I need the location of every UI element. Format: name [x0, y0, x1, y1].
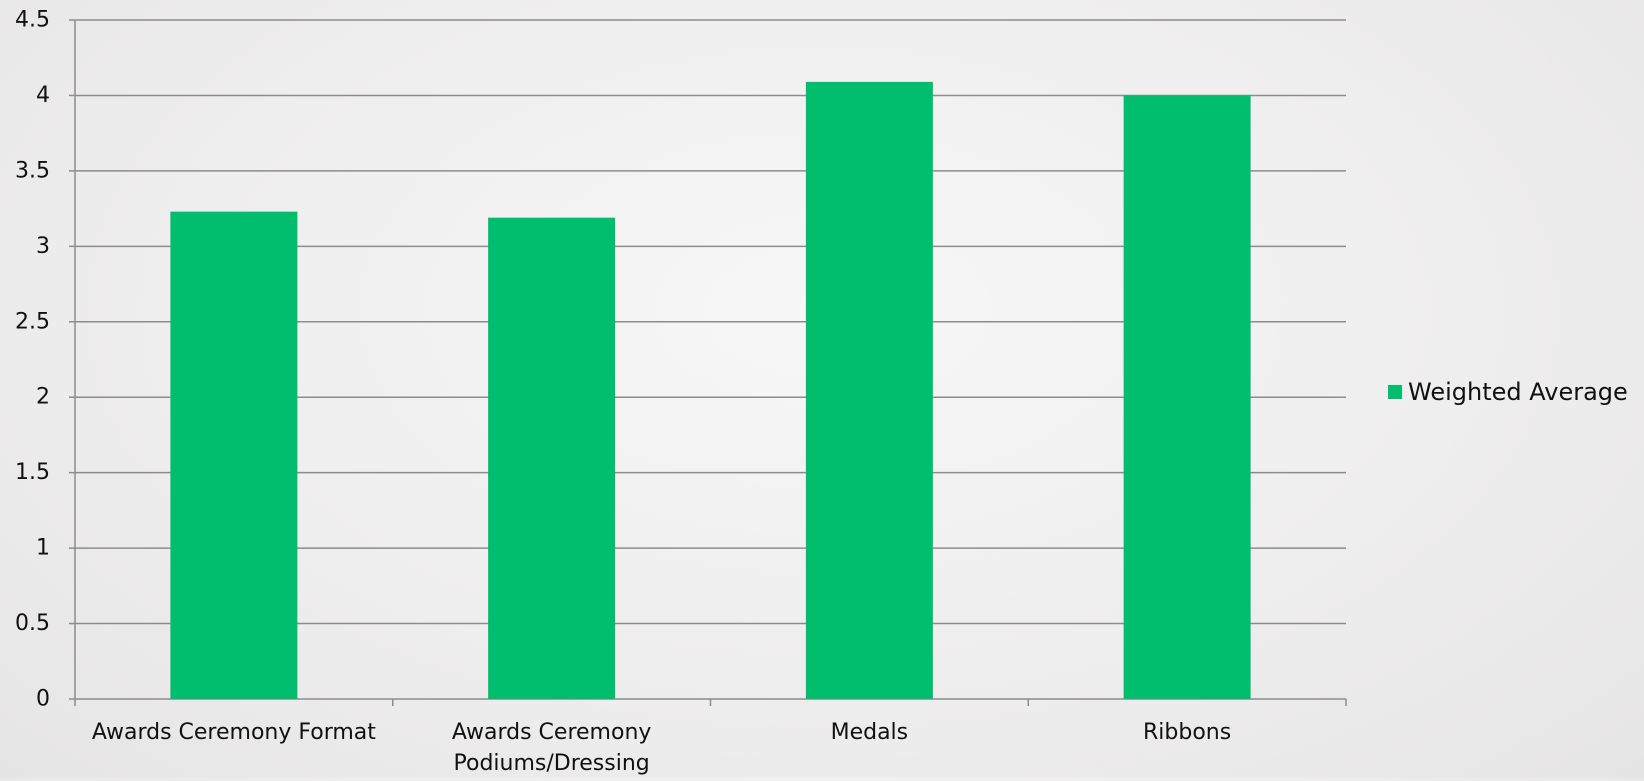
- bar: [805, 81, 933, 699]
- x-tick-label: Ribbons: [1143, 720, 1231, 745]
- y-tick-label: 0.5: [15, 611, 50, 636]
- bar: [170, 211, 298, 699]
- x-tick-label-line: Awards Ceremony: [452, 720, 652, 745]
- y-tick-label: 3: [36, 234, 50, 259]
- x-tick-labels: Awards Ceremony Format Awards Ceremony Pod…: [92, 720, 1231, 776]
- y-tick-label: 4.5: [15, 8, 50, 33]
- bar: [488, 217, 616, 700]
- legend-swatch: [1388, 385, 1402, 399]
- x-tick-label: Awards Ceremony Podiums/Dressing: [452, 720, 652, 776]
- y-tick-label: 4: [36, 83, 50, 108]
- y-tick-labels: 0 0.5 1 1.5 2 2.5 3 3.5 4 4.5: [15, 8, 50, 712]
- y-tick-label: 2: [36, 385, 50, 410]
- bars: [170, 81, 1251, 700]
- x-tick-label-line: Awards Ceremony Format: [92, 720, 376, 745]
- y-tick-label: 2.5: [15, 309, 50, 334]
- y-tick-label: 1: [36, 536, 50, 561]
- x-tick-label-line: Medals: [831, 720, 909, 745]
- y-tick-label: 1.5: [15, 460, 50, 485]
- x-tick-label: Awards Ceremony Format: [92, 720, 376, 745]
- y-tick-label: 3.5: [15, 158, 50, 183]
- legend-label: Weighted Average: [1408, 378, 1628, 406]
- legend: Weighted Average: [1388, 378, 1628, 406]
- x-tick-label-line: Podiums/Dressing: [454, 751, 650, 776]
- x-tick-label: Medals: [831, 720, 909, 745]
- x-tick-label-line: Ribbons: [1143, 720, 1231, 745]
- bar: [1123, 95, 1251, 699]
- y-tick-label: 0: [36, 687, 50, 712]
